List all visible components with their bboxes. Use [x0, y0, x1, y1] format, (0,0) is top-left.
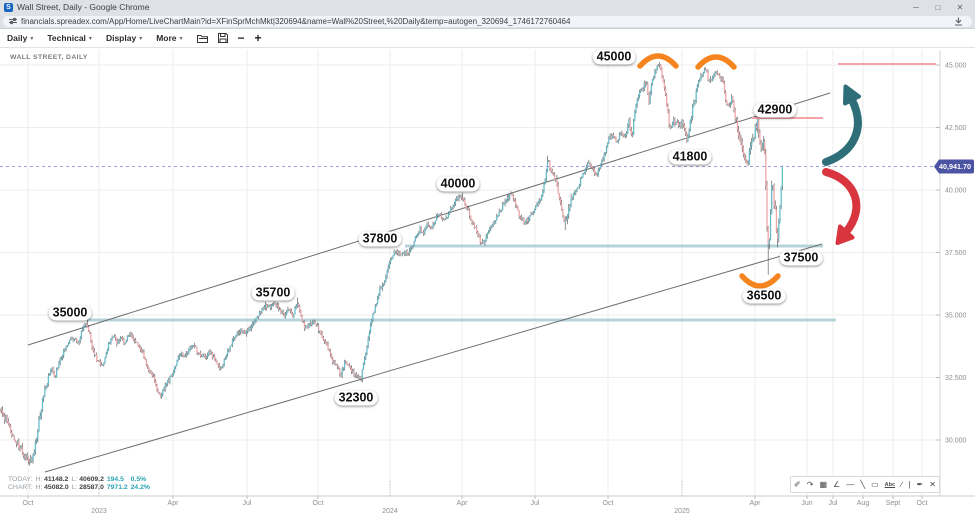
price-annotation-35000[interactable]: 35000	[48, 305, 92, 321]
grid-tool-icon[interactable]: ▦	[819, 479, 827, 489]
toolbar-divider: |	[908, 479, 911, 489]
redo-tool-icon[interactable]: ↷	[806, 479, 814, 489]
menu-display-label: Display	[105, 33, 137, 43]
candles	[0, 62, 783, 466]
menu-display[interactable]: Display ▾	[106, 33, 142, 43]
price-annotation-35700[interactable]: 35700	[251, 285, 295, 301]
drawing-toolbar: ✐ ↷ ▦ ∠ — ╲ ▭ Abc ∕ | ✒ ✕	[790, 476, 940, 493]
menu-timeframe[interactable]: Daily ▾	[7, 33, 33, 43]
chevron-down-icon: ▾	[179, 35, 183, 42]
save-chart-icon[interactable]	[217, 33, 228, 43]
chevron-down-icon: ▾	[88, 35, 92, 42]
url-text: financials.spreadex.com/App/Home/LiveCha…	[21, 16, 571, 26]
x-axis-month-label: Aug	[857, 500, 870, 507]
site-settings-icon[interactable]	[9, 17, 17, 25]
price-annotation-37500[interactable]: 37500	[779, 250, 823, 266]
x-axis-month-label: Oct	[23, 500, 34, 507]
text-tool-icon[interactable]: Abc	[884, 481, 896, 488]
price-annotation-40000[interactable]: 40000	[436, 176, 480, 192]
price-annotation-32300[interactable]: 32300	[334, 390, 378, 406]
window-titlebar: S Wall Street, Daily - Google Chrome ─ □…	[0, 0, 975, 14]
price-annotation-42900[interactable]: 42900	[753, 102, 797, 118]
price-annotation-37800[interactable]: 37800	[358, 231, 402, 247]
x-axis-month-label: Apr	[457, 500, 469, 507]
open-chart-icon[interactable]	[196, 34, 208, 43]
x-axis-month-label: Jul	[829, 500, 838, 507]
x-axis-month-label: Sept	[886, 500, 900, 507]
chevron-down-icon: ▾	[139, 35, 143, 42]
top-marker-arc-2[interactable]	[739, 273, 781, 289]
address-bar-row: financials.spreadex.com/App/Home/LiveCha…	[0, 14, 975, 29]
trend-channel-line-0[interactable]	[27, 92, 831, 346]
zoom-out-icon[interactable]: −	[237, 31, 245, 45]
menu-timeframe-label: Daily	[7, 33, 28, 43]
price-annotation-41800[interactable]: 41800	[668, 149, 712, 165]
x-axis-year-label: 2024	[382, 508, 398, 515]
y-axis-label: 40.000	[945, 188, 967, 195]
pen-tool-icon[interactable]: ✒	[916, 479, 924, 489]
window-title: Wall Street, Daily - Google Chrome	[17, 2, 150, 12]
price-annotation-36500[interactable]: 36500	[742, 288, 786, 304]
menu-more-label: More	[156, 33, 177, 43]
y-axis-label: 35.000	[945, 313, 967, 320]
chart-toolbar: Daily ▾ Technical ▾ Display ▾ More ▾ − +	[0, 29, 975, 48]
line-tool-icon[interactable]: ∕	[901, 479, 903, 489]
x-axis-month-label: Jul	[243, 500, 252, 507]
close-button[interactable]: ✕	[956, 2, 964, 12]
minimize-button[interactable]: ─	[913, 2, 919, 12]
top-marker-arc-1[interactable]	[695, 54, 737, 70]
y-axis-label: 37.500	[945, 250, 967, 257]
bullish-scenario-arrow[interactable]	[822, 84, 862, 166]
x-axis-year-label: 2023	[91, 508, 107, 515]
maximize-button[interactable]: □	[935, 2, 941, 12]
horizontal-line-tool-icon[interactable]: —	[846, 479, 855, 489]
zoom-in-icon[interactable]: +	[254, 31, 262, 45]
menu-technical[interactable]: Technical ▾	[47, 33, 92, 43]
pointer-tool-icon[interactable]: ✐	[794, 479, 801, 489]
rectangle-tool-icon[interactable]: ▭	[871, 479, 879, 489]
spreadex-favicon: S	[4, 2, 13, 12]
current-price-badge: 40,941.70	[934, 159, 974, 174]
y-axis-label: 30.000	[945, 438, 967, 445]
x-axis-month-label: Jun	[801, 500, 812, 507]
bearish-scenario-arrow[interactable]	[822, 168, 861, 245]
trendline-tool-icon[interactable]: ╲	[860, 479, 866, 489]
trend-channel-line-1[interactable]	[44, 243, 823, 473]
x-axis-month-label: Oct	[603, 500, 614, 507]
channel-tool-icon[interactable]: ∠	[833, 479, 841, 489]
price-annotation-45000[interactable]: 45000	[592, 49, 636, 65]
menu-more[interactable]: More ▾	[156, 33, 182, 43]
y-axis-label: 32.500	[945, 375, 967, 382]
y-axis-label: 42.500	[945, 125, 967, 132]
y-axis-label: 45.000	[945, 63, 967, 70]
x-axis-month-label: Apr	[168, 500, 180, 507]
menu-technical-label: Technical	[47, 33, 86, 43]
x-axis-month-label: Oct	[917, 500, 928, 507]
top-marker-arc-0[interactable]	[637, 53, 679, 69]
close-toolbar-icon[interactable]: ✕	[929, 479, 936, 489]
download-icon[interactable]	[954, 17, 963, 26]
x-axis-year-label: 2025	[674, 508, 690, 515]
x-axis-month-label: Apr	[750, 500, 762, 507]
svg-text:40,941.70: 40,941.70	[939, 162, 971, 171]
chevron-down-icon: ▾	[30, 35, 34, 42]
x-axis-month-label: Oct	[313, 500, 324, 507]
x-axis-month-label: Jul	[531, 500, 540, 507]
address-bar[interactable]: financials.spreadex.com/App/Home/LiveCha…	[3, 15, 972, 27]
